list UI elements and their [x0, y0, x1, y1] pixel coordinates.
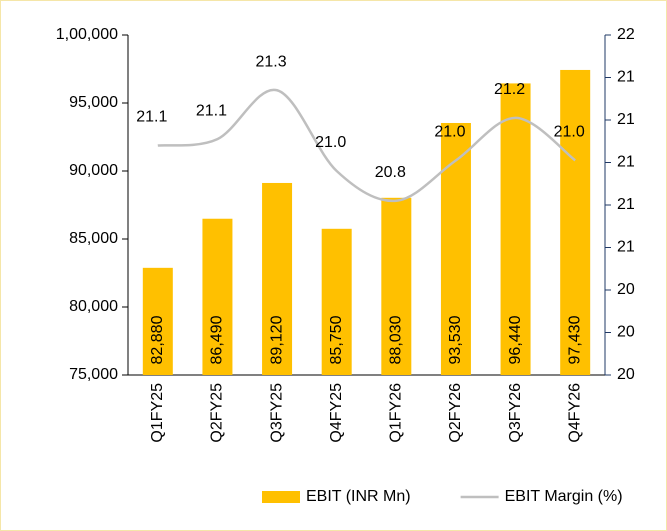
bar: [321, 228, 352, 375]
y2-tick-label: 22: [617, 26, 635, 43]
x-tick-label: Q3FY25: [268, 383, 285, 443]
y2-tick-label: 21: [617, 69, 635, 86]
bar: [440, 122, 471, 375]
legend-label: EBIT Margin (%): [505, 488, 623, 505]
bar: [381, 197, 412, 375]
y-tick-label: 1,00,000: [56, 26, 118, 43]
bar-label: 82,880: [149, 315, 166, 364]
bar: [202, 218, 233, 375]
y2-tick-label: 21: [617, 111, 635, 128]
bar-label: 93,530: [447, 315, 464, 364]
y-tick-label: 85,000: [69, 230, 118, 247]
y2-tick-label: 20: [617, 324, 635, 341]
line: [157, 88, 576, 203]
bar-label: 89,120: [268, 315, 285, 364]
line-label: 21.0: [554, 124, 585, 141]
y2-tick-label: 20: [617, 366, 635, 383]
x-tick-label: Q2FY25: [209, 383, 226, 443]
line-label: 21.3: [255, 53, 286, 70]
x-tick-label: Q1FY25: [149, 383, 166, 443]
bar: [560, 69, 591, 376]
legend-swatch: [262, 491, 300, 503]
line-label: 21.0: [315, 134, 346, 151]
y-tick-label: 95,000: [69, 94, 118, 111]
y2-tick-label: 21: [617, 154, 635, 171]
line-label: 21.2: [494, 81, 525, 98]
bar-label: 96,440: [507, 315, 524, 364]
bar-label: 86,490: [209, 315, 226, 364]
x-tick-label: Q4FY25: [328, 383, 345, 443]
line-label: 21.1: [136, 109, 167, 126]
y2-tick-label: 20: [617, 281, 635, 298]
y-tick-label: 75,000: [69, 366, 118, 383]
x-tick-label: Q2FY26: [447, 383, 464, 443]
x-tick-label: Q4FY26: [566, 383, 583, 443]
bar: [500, 83, 531, 375]
x-tick-label: Q1FY26: [388, 383, 405, 443]
bar: [142, 267, 173, 375]
line-label: 21.1: [196, 102, 227, 119]
legend-label: EBIT (INR Mn): [306, 488, 411, 505]
bar-label: 88,030: [388, 315, 405, 364]
y-tick-label: 90,000: [69, 162, 118, 179]
x-tick-label: Q3FY26: [507, 383, 524, 443]
bar-label: 97,430: [566, 315, 583, 364]
y2-tick-label: 21: [617, 239, 635, 256]
bar: [262, 182, 293, 375]
y-tick-label: 80,000: [69, 298, 118, 315]
y2-tick-label: 21: [617, 196, 635, 213]
bar-label: 85,750: [328, 315, 345, 364]
line-label: 20.8: [375, 164, 406, 181]
line-label: 21.0: [434, 124, 465, 141]
